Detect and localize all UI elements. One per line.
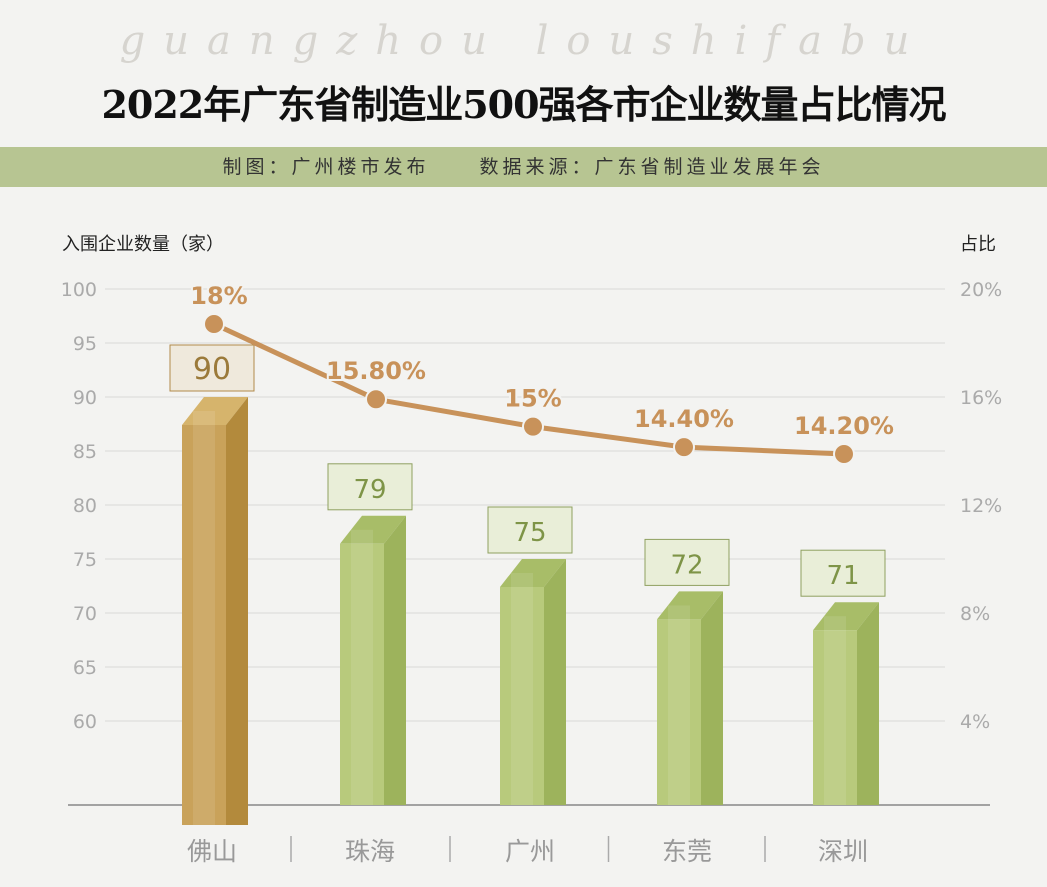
line-point	[522, 415, 544, 438]
y-tick-label: 100	[61, 279, 97, 301]
value-label-box	[487, 506, 573, 554]
y-tick-label: 75	[73, 549, 97, 571]
line-point-label: 15%	[504, 385, 561, 413]
value-label: 71	[826, 561, 859, 591]
credit-text: 制图：广州楼市发布	[222, 156, 430, 178]
value-label: 75	[513, 518, 546, 548]
line-point	[203, 313, 225, 335]
bar-highlight	[351, 529, 373, 805]
y2-tick-label: 20%	[960, 279, 1002, 301]
y2-axis-label: 占比	[960, 234, 996, 255]
bar-highlight	[193, 411, 215, 825]
y-axis-label: 入围企业数量（家）	[62, 234, 224, 255]
y-tick-label: 70	[73, 603, 97, 625]
y-tick-label: 90	[73, 387, 97, 409]
value-label: 90	[193, 352, 231, 387]
bar	[182, 425, 226, 825]
line-point	[833, 442, 855, 465]
y-tick-label: 60	[73, 711, 97, 733]
y2-tick-label: 16%	[960, 387, 1002, 409]
value-label-box	[169, 344, 255, 392]
chart-title: 2022年广东省制造业500强各市企业数量占比情况	[101, 82, 946, 127]
x-tick-label: 珠海	[345, 837, 395, 866]
bar	[340, 543, 384, 805]
line-point	[673, 436, 695, 459]
bar-side	[384, 515, 406, 805]
x-tick-label: 佛山	[187, 837, 237, 866]
y-tick-label: 65	[73, 657, 97, 679]
bar	[657, 619, 701, 805]
y-tick-label: 85	[73, 441, 97, 463]
info-band: 制图：广州楼市发布 数据来源：广东省制造业发展年会	[0, 147, 1047, 187]
bar-side	[544, 559, 566, 805]
value-label: 79	[353, 475, 386, 505]
bar-side	[226, 397, 248, 825]
watermark: guangzhou loushifabu	[119, 18, 928, 64]
bar-side	[701, 591, 723, 805]
value-label-box	[644, 538, 730, 586]
bar-side	[857, 602, 879, 805]
value-label: 72	[670, 550, 703, 580]
y-tick-label: 80	[73, 495, 97, 517]
y2-tick-label: 4%	[960, 711, 990, 733]
bar-highlight	[668, 605, 690, 805]
line-point-label: 15.80%	[326, 357, 426, 385]
line-point	[365, 388, 387, 411]
bar	[500, 587, 544, 805]
x-tick-label: 东莞	[662, 837, 712, 866]
source-text: 数据来源：广东省制造业发展年会	[479, 156, 825, 178]
x-tick-label: 深圳	[818, 837, 868, 866]
bar-highlight	[824, 616, 846, 805]
bar	[813, 630, 857, 805]
value-label-box	[800, 549, 886, 597]
line-point-label: 14.20%	[794, 412, 894, 440]
y-tick-label: 95	[73, 333, 97, 355]
y2-tick-label: 8%	[960, 603, 990, 625]
line-point-label: 18%	[190, 282, 247, 310]
bar-highlight	[511, 573, 533, 805]
x-tick-label: 广州	[505, 837, 555, 866]
line-point-label: 14.40%	[634, 405, 734, 433]
y2-tick-label: 12%	[960, 495, 1002, 517]
value-label-box	[327, 463, 413, 511]
